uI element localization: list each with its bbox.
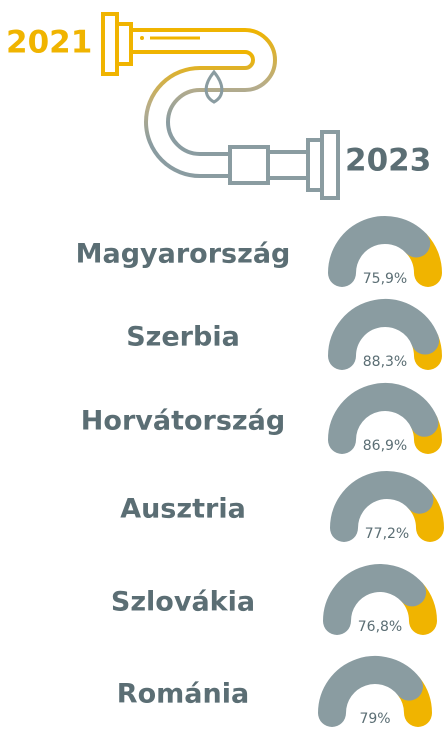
value-label: 75,9% [363,271,407,287]
value-label: 76,8% [358,619,402,635]
country-label: Románia [117,679,249,710]
end-year: 2023 [345,143,431,179]
country-label: Ausztria [120,494,246,525]
pipe-illustration [101,12,340,200]
gauge-value [323,564,427,635]
value-label: 77,2% [365,526,409,542]
value-label: 88,3% [363,354,407,370]
start-year: 2021 [6,25,92,61]
gauge-value [330,471,434,542]
value-label: 86,9% [363,438,407,454]
country-label: Magyarország [76,239,291,270]
country-label: Horvátország [81,406,285,437]
gauge-value [318,656,423,727]
country-label: Szlovákia [111,587,255,618]
gauge-value [328,216,431,287]
gauge-value [328,299,440,370]
country-label: Szerbia [126,322,240,353]
gauge-value [328,383,439,454]
value-label: 79% [359,711,390,727]
